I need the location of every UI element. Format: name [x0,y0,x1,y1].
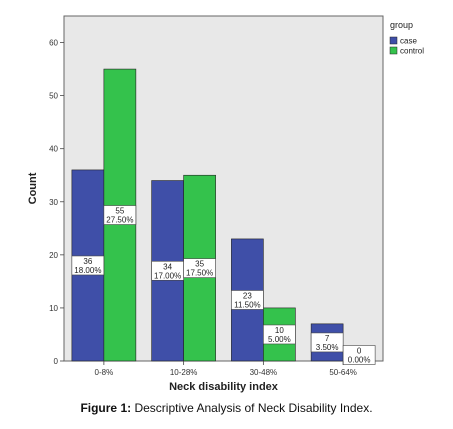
data-label-control-2: 10 5.00% [268,326,291,344]
y-tick-label-1: 10 [49,304,58,313]
bar-chart: 36 18.00% 55 27.50% 34 17.00% 35 17.50% 23 11.50%… [27,15,424,393]
axes: 0-8% 10-28% 30-48% 50-64% 0 10 20 30 40 50 60 [49,39,357,377]
y-tick-label-2: 20 [49,251,58,260]
data-label-case-0: 36 18.00% [74,257,101,275]
data-label-case-3: 7 3.50% [316,334,339,352]
x-tick-label-0: 0-8% [95,368,114,377]
data-label-control-0: 55 27.50% [106,207,133,225]
data-label-box-case-2 [231,290,264,310]
data-label-control-3: 0 0.00% [348,347,371,365]
x-tick-label-1: 10-28% [170,368,198,377]
y-tick-label-6: 60 [49,39,58,48]
data-label-box-control-0 [103,205,137,225]
caption-text: Descriptive Analysis of Neck Disability … [131,401,373,415]
data-labels: 36 18.00% 55 27.50% 34 17.00% 35 17.50% 23 11.50%… [71,205,376,365]
legend-swatch-case [389,36,398,45]
x-tick-label-3: 50-64% [329,368,357,377]
y-axis-title: Count [27,172,39,204]
data-label-control-1: 35 17.50% [186,260,213,278]
legend-swatch-control [389,46,398,55]
figure-caption: Figure 1: Descriptive Analysis of Neck D… [0,401,453,415]
data-label-box-control-1 [183,258,216,278]
data-label-box-case-0 [71,255,105,276]
legend-title: group [390,20,413,30]
data-label-box-case-3 [310,332,344,353]
y-tick-label-5: 50 [49,92,58,101]
x-axis-title: Neck disability index [169,381,279,393]
x-tick-label-2: 30-48% [250,368,278,377]
y-tick-label-3: 30 [49,198,58,207]
data-label-case-2: 23 11.50% [234,291,261,309]
y-tick-label-4: 40 [49,145,58,154]
data-label-box-control-3 [342,345,376,365]
caption-prefix: Figure 1: [80,401,132,415]
data-label-box-control-2 [263,324,296,345]
legend-label-control: control [400,47,424,56]
y-tick-label-0: 0 [54,357,59,366]
data-label-case-1: 34 17.00% [154,262,181,280]
legend-label-case: case [400,37,417,46]
